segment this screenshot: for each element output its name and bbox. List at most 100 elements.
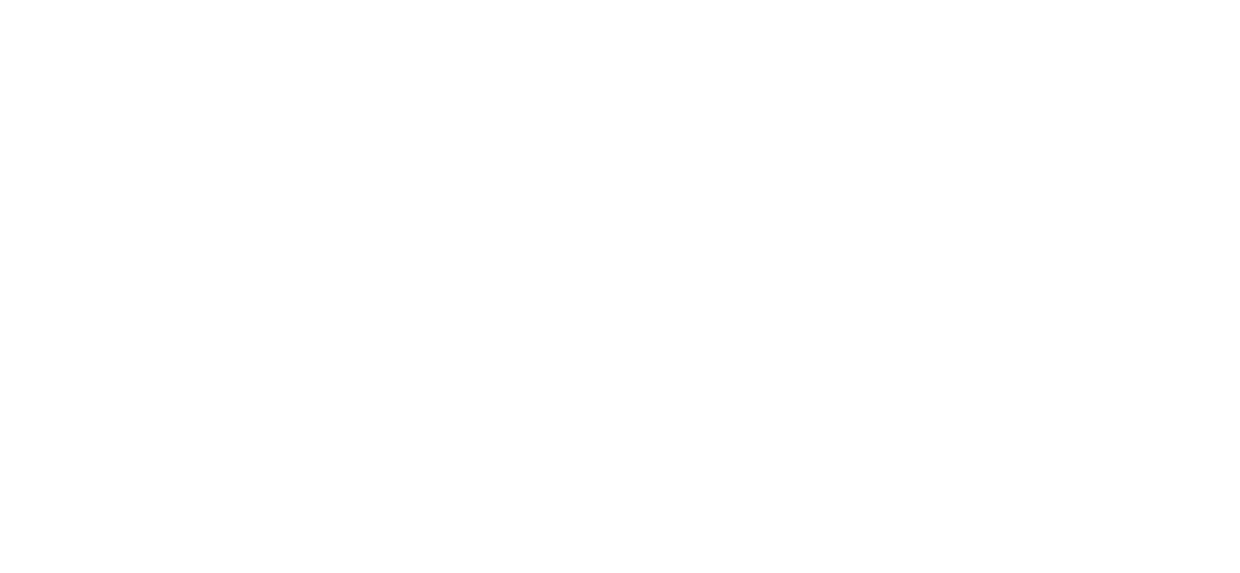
Point <box>16 514 36 523</box>
Point <box>1215 333 1235 342</box>
Point <box>205 556 224 566</box>
Point <box>718 393 738 402</box>
Point <box>1194 419 1214 428</box>
Point <box>1019 498 1039 507</box>
Point <box>10 511 30 520</box>
Point <box>954 502 973 511</box>
Point <box>432 488 451 497</box>
Point <box>954 452 973 461</box>
Point <box>1089 444 1109 453</box>
Point <box>734 435 754 445</box>
Point <box>1145 502 1164 511</box>
Point <box>673 453 693 462</box>
Point <box>1194 530 1214 539</box>
Point <box>1133 477 1153 486</box>
Point <box>2 513 22 522</box>
Point <box>539 480 559 489</box>
Point <box>667 423 687 432</box>
Point <box>87 485 107 494</box>
Point <box>653 513 673 522</box>
Point <box>826 476 846 485</box>
Point <box>71 497 91 507</box>
Point <box>1205 537 1225 547</box>
Point <box>16 540 36 549</box>
Point <box>1083 506 1102 515</box>
Point <box>660 478 680 487</box>
Point <box>1174 522 1194 531</box>
Point <box>187 516 207 525</box>
Point <box>965 449 985 458</box>
Point <box>1141 497 1161 507</box>
Point <box>1188 422 1208 431</box>
Point <box>658 505 678 514</box>
Point <box>371 451 391 460</box>
Point <box>436 534 456 543</box>
Point <box>790 452 810 461</box>
Point <box>193 521 213 530</box>
Point <box>81 488 100 497</box>
Point <box>1128 529 1148 539</box>
Point <box>652 501 672 510</box>
Point <box>888 517 908 526</box>
Point <box>737 520 756 529</box>
Point <box>1068 492 1087 501</box>
Point <box>1148 511 1168 520</box>
Point <box>701 493 720 503</box>
Point <box>465 515 485 524</box>
Point <box>428 487 448 496</box>
Point <box>1185 461 1205 470</box>
Point <box>894 524 914 533</box>
Point <box>1097 438 1117 447</box>
Point <box>616 535 636 544</box>
Point <box>1030 390 1050 399</box>
Point <box>1172 447 1192 456</box>
Point <box>996 563 1016 572</box>
Point <box>875 378 895 387</box>
Point <box>1173 465 1193 474</box>
Point <box>1004 499 1024 508</box>
Point <box>883 521 903 530</box>
Point <box>322 543 342 552</box>
Point <box>681 568 701 573</box>
Point <box>1080 512 1100 521</box>
Point <box>877 533 897 542</box>
Point <box>1195 406 1215 415</box>
Point <box>732 553 751 562</box>
Point <box>12 505 32 515</box>
Point <box>0 492 10 501</box>
Point <box>672 457 692 466</box>
Point <box>1122 521 1142 531</box>
Point <box>661 517 681 526</box>
Point <box>476 511 496 520</box>
Point <box>1145 499 1164 508</box>
Point <box>283 503 303 512</box>
Point <box>1167 436 1187 445</box>
Point <box>975 485 994 494</box>
Point <box>884 520 904 529</box>
Point <box>56 500 76 509</box>
Point <box>64 513 84 523</box>
Point <box>987 529 1007 538</box>
Point <box>818 533 838 543</box>
Point <box>758 425 777 434</box>
Point <box>650 503 670 512</box>
Point <box>1102 433 1122 442</box>
Point <box>1123 422 1143 431</box>
Point <box>863 500 883 509</box>
Point <box>138 528 157 537</box>
Point <box>673 454 693 463</box>
Point <box>94 516 114 525</box>
Point <box>46 496 66 505</box>
Point <box>1197 430 1216 439</box>
Point <box>48 522 68 531</box>
Point <box>1120 535 1140 544</box>
Point <box>895 541 915 550</box>
Point <box>1178 511 1198 520</box>
Point <box>582 559 601 568</box>
Point <box>79 461 99 470</box>
Point <box>751 543 771 552</box>
Point <box>439 528 459 537</box>
Point <box>52 500 72 509</box>
Point <box>653 504 673 513</box>
Point <box>753 541 773 550</box>
